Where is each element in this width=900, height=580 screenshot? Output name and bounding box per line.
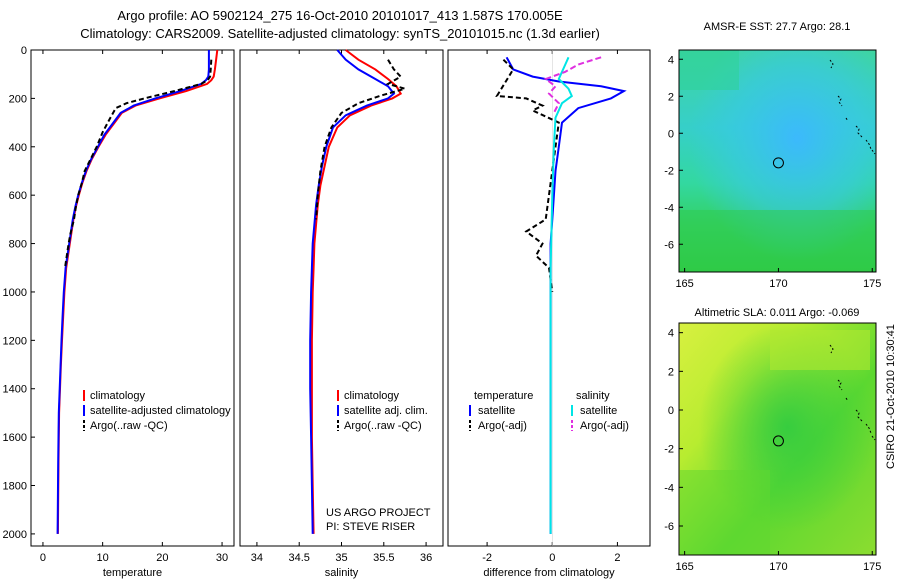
sla-ytick-label: 4 [668, 328, 674, 340]
difference-panel [447, 49, 651, 547]
salinity-xtick-label: 35 [335, 552, 347, 564]
sst-map [678, 49, 877, 273]
sla-ytick-label: -4 [664, 482, 674, 494]
temperature-ytick-label: 800 [9, 239, 27, 251]
sst-xtick-label: 170 [769, 278, 787, 290]
temperature-series-climatology [56, 49, 219, 534]
difference-xtick-label: 2 [614, 552, 620, 564]
temperature-ytick-label: 1000 [3, 287, 27, 299]
sla-ytick-label: -6 [664, 521, 674, 533]
difference-axes-frame [447, 49, 651, 547]
temperature-ytick-label: 0 [21, 45, 27, 57]
temperature-xtick-label: 30 [216, 552, 228, 564]
salinity-xtick-label: 34 [251, 552, 263, 564]
sst-ytick-label: 0 [668, 128, 674, 140]
sst-ytick-label: 4 [668, 54, 674, 66]
difference-legend-heading: temperature [474, 390, 533, 402]
salinity-xlabel: salinity [325, 567, 359, 579]
temperature-legend-label: climatology [90, 390, 146, 402]
sst-axes-frame [678, 49, 877, 273]
temperature-ytick-label: 200 [9, 93, 27, 105]
timestamp-stamp: CSIRO 21-Oct-2010 10:30:41 [885, 324, 897, 469]
temperature-legend-label: satellite-adjusted climatology [90, 405, 231, 417]
temperature-legend-label: Argo(..raw -QC) [90, 420, 168, 432]
sst-title: AMSR-E SST: 27.7 Argo: 28.1 [704, 21, 851, 33]
sla-coastline [829, 344, 876, 441]
difference-series-salinity-satellite [549, 56, 574, 534]
difference-legend-label: satellite [478, 405, 515, 417]
sla-map [678, 322, 877, 556]
temperature-series-satellite-adjusted-climatology [56, 50, 210, 534]
temperature-xtick-label: 20 [156, 552, 168, 564]
difference-xtick-label: 0 [549, 552, 555, 564]
salinity-xtick-label: 36 [420, 552, 432, 564]
pi-annotation: PI: STEVE RISER [326, 521, 415, 533]
difference-xlabel: difference from climatology [483, 567, 615, 579]
temperature-xtick-label: 0 [40, 552, 46, 564]
sst-ytick-label: 2 [668, 91, 674, 103]
project-annotation: US ARGO PROJECT [326, 507, 431, 519]
temperature-ytick-label: 2000 [3, 529, 27, 541]
sla-xtick-label: 175 [863, 561, 881, 573]
temperature-ytick-label: 1200 [3, 335, 27, 347]
salinity-series-climatology [310, 49, 403, 534]
temperature-ytick-label: 1600 [3, 432, 27, 444]
difference-series-salinity-argo-adj- [543, 56, 602, 114]
salinity-xtick-label: 35.5 [373, 552, 394, 564]
difference-legend-label: satellite [580, 405, 617, 417]
temperature-axes-frame [30, 49, 235, 547]
sst-argo-position-marker [772, 157, 784, 169]
difference-legend-label: Argo(-adj) [478, 420, 527, 432]
sla-axes-frame [678, 322, 877, 556]
sla-ytick-label: 0 [668, 405, 674, 417]
sst-ytick-label: -4 [664, 202, 674, 214]
temperature-series-argo-raw-qc- [64, 59, 213, 268]
temperature-ytick-label: 600 [9, 190, 27, 202]
salinity-series-argo-raw-qc- [315, 59, 409, 220]
sst-xtick-label: 165 [675, 278, 693, 290]
sst-xtick-label: 175 [863, 278, 881, 290]
difference-legend-label: Argo(-adj) [580, 420, 629, 432]
sla-xtick-label: 170 [769, 561, 787, 573]
sst-coastline [829, 59, 876, 155]
temperature-ytick-label: 1800 [3, 481, 27, 493]
salinity-series-satellite-adj-clim- [309, 49, 396, 534]
difference-xtick-label: -2 [482, 552, 492, 564]
sst-ytick-label: -2 [664, 165, 674, 177]
sst-ytick-label: -6 [664, 239, 674, 251]
salinity-legend-label: climatology [344, 390, 400, 402]
difference-legend-heading: salinity [576, 390, 610, 402]
sla-title: Altimetric SLA: 0.011 Argo: -0.069 [695, 307, 860, 319]
temperature-panel [30, 49, 235, 547]
sla-ytick-label: -2 [664, 444, 674, 456]
sla-ytick-label: 2 [668, 366, 674, 378]
salinity-xtick-label: 34.5 [288, 552, 309, 564]
temperature-xtick-label: 10 [97, 552, 109, 564]
temperature-ytick-label: 1400 [3, 384, 27, 396]
difference-series-temperature-satellite [505, 56, 627, 534]
difference-series-temperature-argo-adj- [495, 58, 560, 293]
salinity-legend-label: Argo(..raw -QC) [344, 420, 422, 432]
sla-xtick-label: 165 [675, 561, 693, 573]
figure-title-line2: Climatology: CARS2009. Satellite-adjuste… [80, 26, 600, 41]
sla-argo-position-marker [772, 435, 784, 447]
figure-title-line1: Argo profile: AO 5902124_275 16-Oct-2010… [117, 8, 563, 23]
temperature-ytick-label: 400 [9, 142, 27, 154]
temperature-xlabel: temperature [103, 567, 162, 579]
salinity-legend-label: satellite adj. clim. [344, 405, 428, 417]
